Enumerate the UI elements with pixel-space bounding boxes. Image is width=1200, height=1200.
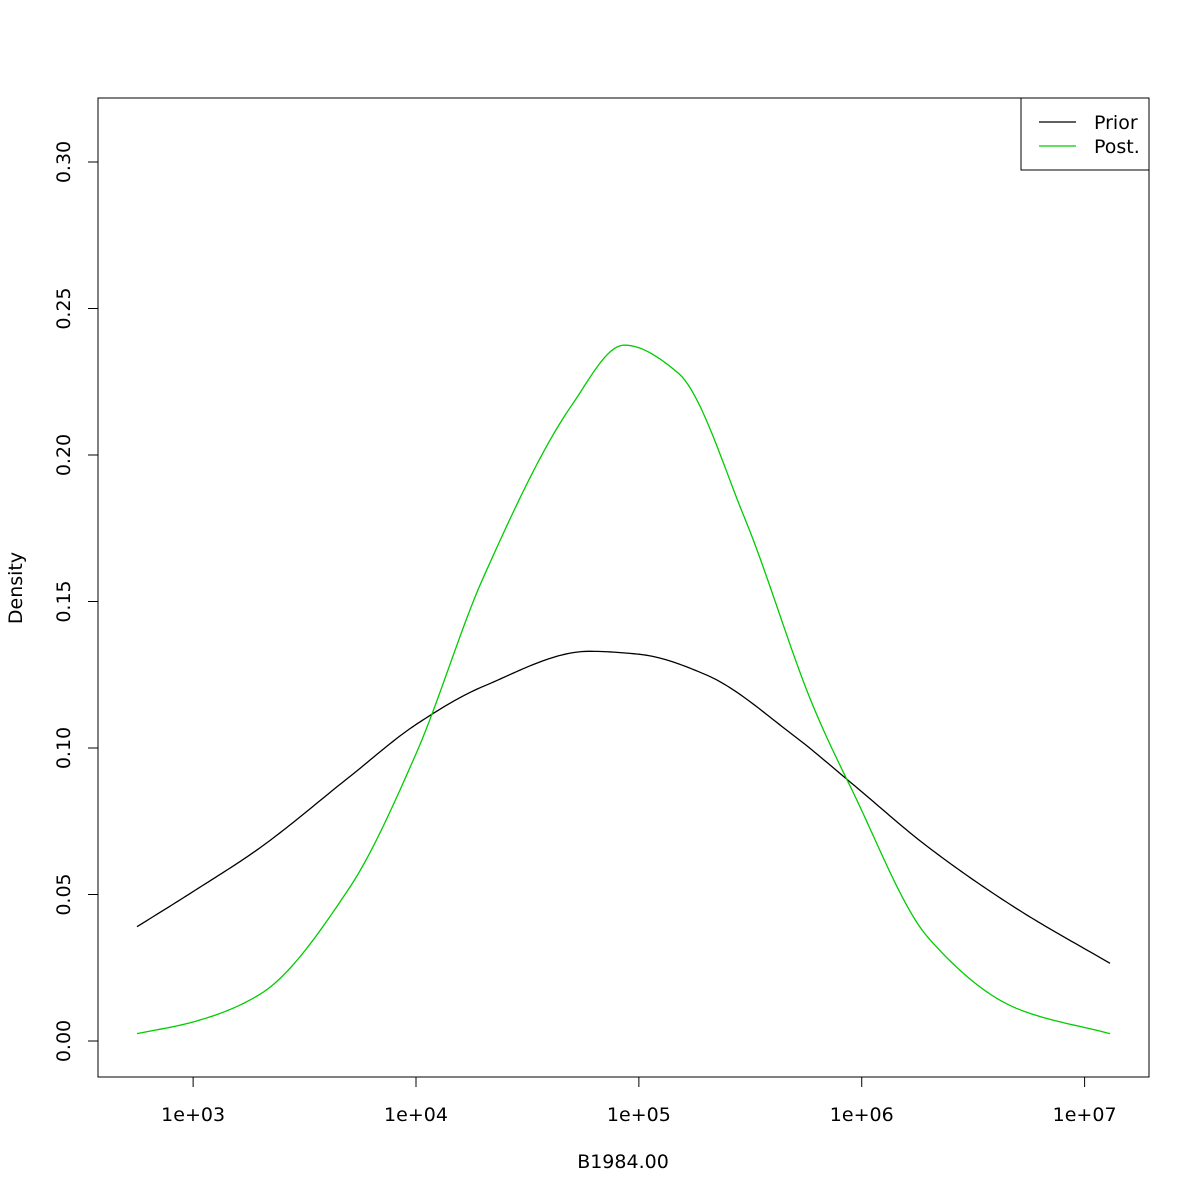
y-tick-label: 0.05 [53,873,75,915]
x-tick-label: 1e+07 [1053,1104,1117,1126]
y-tick-label: 0.00 [53,1020,75,1062]
x-axis: 1e+03 1e+04 1e+05 1e+06 1e+07 [161,1076,1117,1126]
series-group [136,344,1111,1035]
legend-label: Post. [1094,136,1140,158]
x-tick-label: 1e+05 [607,1104,671,1126]
y-tick-label: 0.30 [53,141,75,183]
y-tick-label: 0.10 [53,727,75,769]
series-line-post [136,344,1111,1035]
y-axis: 0.00 0.05 0.10 0.15 0.20 0.25 0.30 [53,141,99,1062]
series-line-prior [136,650,1111,964]
legend-box [1020,97,1150,171]
legend-label: Prior [1094,112,1138,134]
x-tick-label: 1e+06 [830,1104,894,1126]
y-tick-label: 0.15 [53,580,75,622]
x-axis-title: B1984.00 [577,1151,669,1173]
y-tick-label: 0.25 [53,287,75,329]
y-axis-title: Density [5,552,27,624]
y-tick-label: 0.20 [53,434,75,476]
x-tick-label: 1e+04 [384,1104,448,1126]
x-tick-label: 1e+03 [161,1104,225,1126]
plot-frame [97,97,1150,1078]
